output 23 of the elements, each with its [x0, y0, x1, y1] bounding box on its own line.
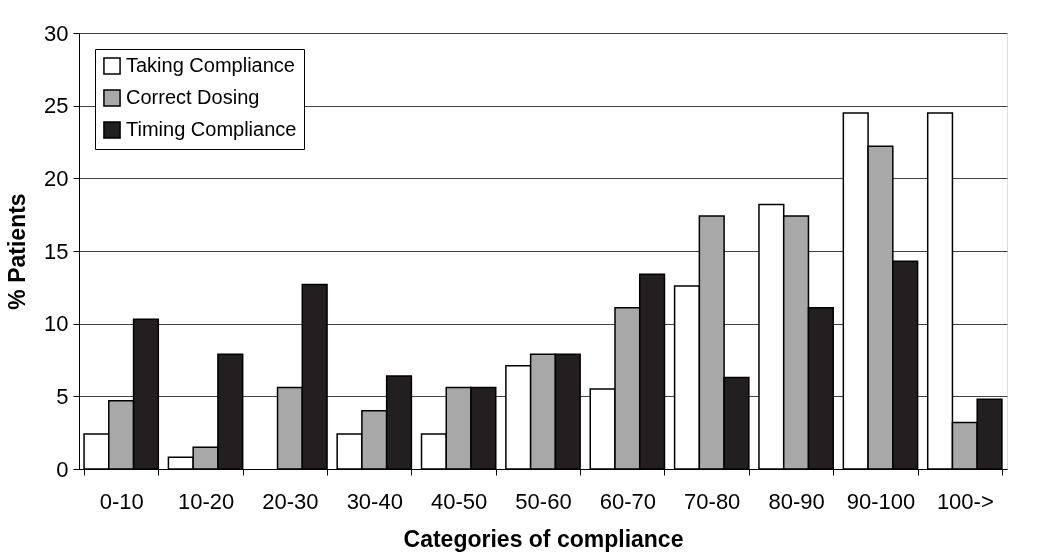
- x-tick-label: 0-10: [99, 488, 144, 514]
- x-tick-label: 40-50: [431, 488, 488, 514]
- y-axis-title: % Patients: [4, 193, 31, 310]
- x-tick-label: 10-20: [177, 488, 235, 514]
- x-tick-label: 70-80: [684, 488, 741, 514]
- x-tick-label: 100->: [936, 488, 994, 514]
- legend-label: Taking Compliance: [126, 54, 295, 76]
- legend-label: Correct Dosing: [126, 86, 260, 108]
- y-tick-label: 10: [44, 311, 69, 337]
- x-tick-label: 30-40: [346, 488, 403, 514]
- y-tick-label: 15: [44, 238, 69, 264]
- x-tick-label: 20-30: [262, 488, 319, 514]
- y-tick-label: 0: [56, 456, 69, 482]
- y-tick-label: 30: [44, 20, 69, 46]
- x-tick-label: 50-60: [515, 488, 572, 514]
- y-tick-label: 5: [56, 383, 69, 409]
- y-tick-label: 20: [44, 165, 69, 191]
- x-tick-label: 90-100: [846, 488, 916, 514]
- y-tick-label: 25: [44, 93, 69, 119]
- x-tick-label: 60-70: [599, 488, 656, 514]
- x-tick-label: 80-90: [768, 488, 825, 514]
- legend-label: Timing Compliance: [126, 118, 297, 140]
- x-axis-title: Categories of compliance: [403, 525, 684, 552]
